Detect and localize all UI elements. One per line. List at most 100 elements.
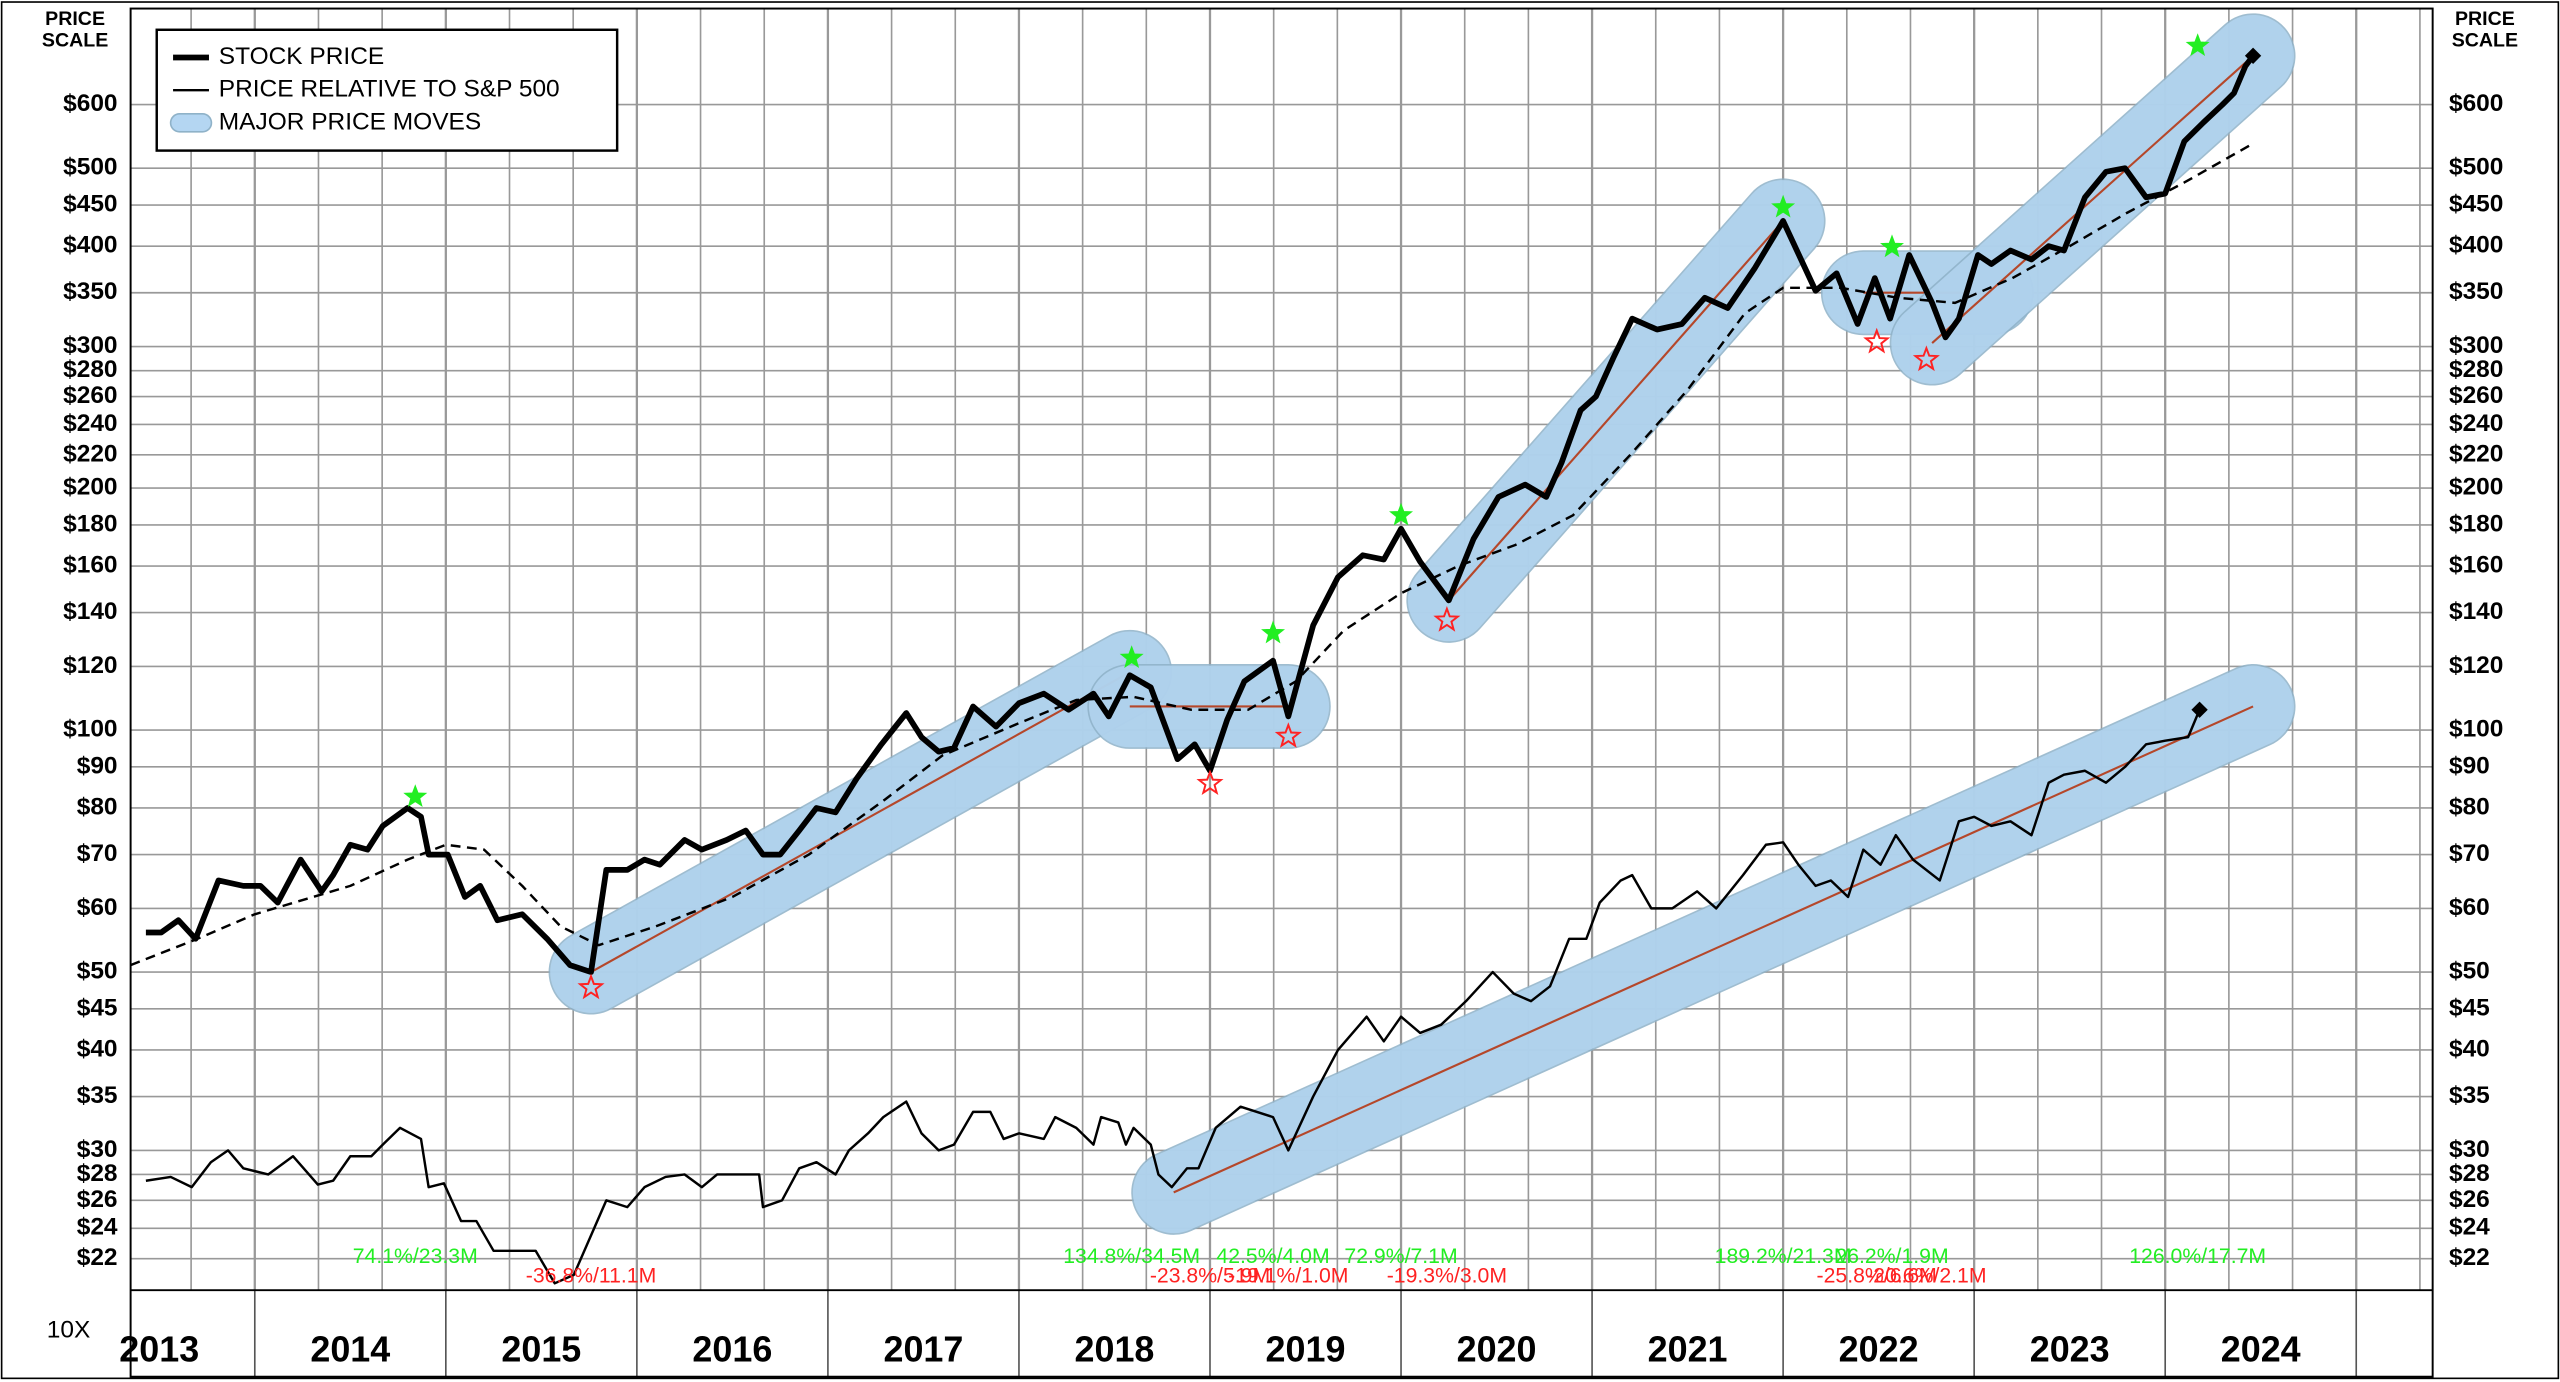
major-moves (548, 13, 2296, 1235)
y-tick-label: $120 (2449, 652, 2503, 679)
x-tick-label: 2014 (310, 1329, 390, 1370)
move-annotation: 189.2%/21.3M (1715, 1245, 1852, 1268)
y-tick-label: $600 (63, 90, 117, 117)
legend-box (155, 28, 619, 152)
y-tick-label: $300 (63, 332, 117, 359)
y-tick-label: $120 (63, 652, 117, 679)
end-marker (2244, 47, 2262, 64)
markers: 74.1%/23.3M 134.8%/34.5M 42.5%/4.0M 72.9%/7… (353, 33, 2266, 1288)
y-tick-label: $45 (77, 994, 118, 1021)
y-tick-label: $280 (63, 356, 117, 383)
move-trend (1173, 705, 2254, 1194)
y-tick-label: $80 (2449, 793, 2490, 820)
x-tick-label: 2015 (501, 1329, 581, 1370)
move-trend (590, 671, 1131, 973)
y-tick-label: $160 (63, 551, 117, 578)
y-tick-label: $50 (2449, 958, 2490, 985)
y-tick-label: $22 (2449, 1244, 2490, 1271)
move-annotation: -20.6%/2.1M (1866, 1265, 1986, 1288)
x-tick-label: 2013 (119, 1329, 199, 1370)
y-tick-label: $220 (2449, 440, 2503, 467)
y-tick-label: $35 (2449, 1082, 2490, 1109)
trough-star (577, 973, 605, 1000)
y-tick-label: $140 (2449, 598, 2503, 625)
trough-star (1912, 345, 1940, 372)
y-tick-label: $70 (2449, 840, 2490, 867)
trough-star (1274, 722, 1302, 748)
x-tick-label: 2019 (1266, 1329, 1346, 1370)
y-tick-label: $30 (2449, 1136, 2490, 1163)
y-tick-label: $70 (77, 840, 118, 867)
move-annotation: 126.0%/17.7M (2129, 1245, 2266, 1268)
y-tick-label: $28 (77, 1160, 118, 1187)
y-tick-label: $500 (63, 154, 117, 181)
y-tick-label: $260 (2449, 382, 2503, 409)
y-tick-label: $450 (2449, 190, 2503, 217)
y-tick-label: $400 (2449, 232, 2503, 259)
y-tick-label: $400 (63, 232, 117, 259)
y-tick-label: $80 (77, 793, 118, 820)
y-tick-label: $350 (2449, 278, 2503, 305)
legend-label: PRICE RELATIVE TO S&P 500 (219, 76, 560, 103)
y-tick-label: $220 (63, 440, 117, 467)
peak-star (1261, 620, 1286, 644)
move-annotation: 72.9%/7.1M (1344, 1245, 1457, 1268)
y-tick-label: $24 (77, 1214, 118, 1241)
lines (130, 54, 2256, 1285)
peak-star (1119, 645, 1144, 669)
legend-label: STOCK PRICE (219, 43, 384, 70)
move-annotation: -23.8%/5.9M (1150, 1265, 1270, 1288)
y-tick-label: $50 (77, 958, 118, 985)
y-tick-label: $350 (63, 278, 117, 305)
move-annotation: -25.8%/6.6M (1817, 1265, 1937, 1288)
trough-star (1863, 327, 1891, 354)
y-tick-label: $240 (2449, 410, 2503, 437)
y-tick-label: $100 (2449, 716, 2503, 743)
y-tick-label: $240 (63, 410, 117, 437)
y-tick-label: $200 (63, 474, 117, 501)
y-tick-label: $140 (63, 598, 117, 625)
move-annotation: 42.5%/4.0M (1216, 1245, 1329, 1268)
y-tick-label: $26 (2449, 1186, 2490, 1213)
scale-title: PRICE (2455, 8, 2515, 30)
peak-star (403, 784, 428, 807)
x-tick-label: 2023 (2030, 1329, 2110, 1370)
y-tick-label: $450 (63, 190, 117, 217)
x-tick-label: 2017 (883, 1329, 963, 1370)
x-tick-label: 2021 (1648, 1329, 1728, 1370)
move-annotation: 134.8%/34.5M (1063, 1245, 1200, 1268)
y-tick-label: $160 (2449, 551, 2503, 578)
scale-title: PRICE (45, 8, 105, 30)
x-tick-label: 2020 (1457, 1329, 1537, 1370)
y-tick-label: $180 (63, 510, 117, 537)
y-tick-label: $200 (2449, 474, 2503, 501)
corner-label: 10X (47, 1316, 91, 1343)
axes: $22 $22$24 $24$26 $26$28 $28$30 $30$35 $35$40 $… (63, 7, 2503, 1378)
y-tick-label: $30 (77, 1136, 118, 1163)
y-tick-label: $180 (2449, 510, 2503, 537)
trough-star (1433, 605, 1461, 632)
legend-label: MAJOR PRICE MOVES (219, 108, 481, 135)
scale-title: SCALE (2452, 29, 2518, 51)
trough-star (1196, 769, 1224, 796)
move-annotation: 26.2%/1.9M (1835, 1245, 1948, 1268)
move-annotation: -19.3%/3.0M (1387, 1265, 1507, 1288)
y-tick-label: $300 (2449, 332, 2503, 359)
series-line (145, 54, 2256, 975)
y-tick-label: $90 (2449, 752, 2490, 779)
y-tick-label: $600 (2449, 90, 2503, 117)
end-marker (2191, 701, 2208, 718)
scale-title: SCALE (42, 29, 108, 51)
move-annotation: -36.8%/11.1M (526, 1265, 657, 1288)
x-tick-label: 2024 (2221, 1329, 2301, 1370)
series-line (130, 143, 2252, 967)
y-tick-label: $28 (2449, 1160, 2490, 1187)
legend: STOCK PRICE PRICE RELATIVE TO S&P 500 MAJO… (155, 28, 619, 152)
y-tick-label: $280 (2449, 356, 2503, 383)
move-annotation: 74.1%/23.3M (353, 1245, 478, 1268)
y-tick-label: $260 (63, 382, 117, 409)
y-tick-label: $45 (2449, 994, 2490, 1021)
y-tick-label: $500 (2449, 154, 2503, 181)
x-tick-label: 2016 (692, 1329, 772, 1370)
